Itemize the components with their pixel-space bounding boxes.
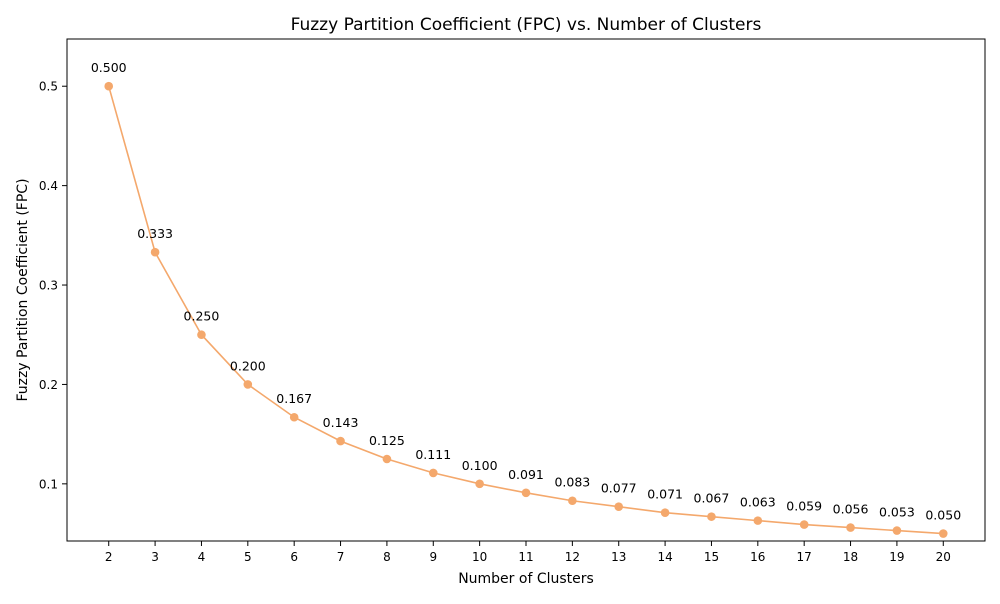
x-tick-label: 19 — [889, 550, 904, 564]
chart-title: Fuzzy Partition Coefficient (FPC) vs. Nu… — [291, 15, 762, 35]
data-point — [846, 523, 855, 532]
y-tick-label: 0.1 — [39, 477, 58, 491]
x-tick-label: 5 — [244, 550, 252, 564]
data-label: 0.091 — [508, 467, 544, 482]
y-tick-label: 0.2 — [39, 378, 58, 392]
x-tick-label: 15 — [704, 550, 719, 564]
x-tick-label: 2 — [105, 550, 113, 564]
x-tick-label: 13 — [611, 550, 626, 564]
data-label: 0.063 — [740, 495, 776, 510]
data-label: 0.059 — [786, 499, 822, 514]
data-point — [660, 508, 670, 517]
data-label: 0.500 — [91, 60, 127, 75]
x-tick-label: 14 — [657, 550, 672, 564]
data-label: 0.167 — [276, 391, 312, 406]
y-tick-label: 0.4 — [39, 179, 58, 193]
data-point — [614, 502, 624, 512]
data-point — [938, 529, 948, 538]
data-label: 0.100 — [462, 458, 498, 473]
x-axis-label: Number of Clusters — [458, 571, 594, 587]
data-point — [707, 512, 716, 521]
x-tick-label: 4 — [198, 550, 206, 564]
x-tick-label: 3 — [151, 550, 159, 564]
data-point — [243, 380, 253, 389]
data-point — [568, 496, 577, 506]
data-point — [289, 412, 299, 422]
data-label: 0.056 — [833, 502, 869, 517]
data-point — [197, 330, 206, 340]
data-point — [382, 454, 392, 464]
data-label: 0.111 — [415, 447, 451, 462]
data-label: 0.053 — [879, 505, 915, 520]
x-tick-label: 11 — [518, 550, 533, 564]
x-tick-label: 9 — [429, 550, 437, 564]
plot-area: 2 3 4 5 6 7 8 9 10 11 12 13 14 15 16 17 18 19 20 0.1 0.2 0.3 0… — [39, 60, 961, 564]
data-label: 0.125 — [369, 433, 405, 448]
y-tick-label: 0.3 — [39, 279, 58, 293]
axes-frame — [66, 38, 986, 542]
x-tick-label: 17 — [797, 550, 812, 564]
data-label: 0.333 — [137, 226, 173, 241]
data-label: 0.077 — [601, 481, 637, 496]
y-axis-label: Fuzzy Partition Coefficient (FPC) — [15, 178, 31, 401]
x-tick-label: 12 — [565, 550, 580, 564]
data-point — [521, 488, 531, 498]
data-point — [475, 479, 484, 489]
data-point — [753, 516, 763, 525]
data-point — [892, 526, 902, 535]
data-point — [428, 468, 438, 478]
y-tick-label: 0.5 — [39, 80, 58, 94]
data-label: 0.067 — [694, 491, 730, 506]
x-tick-label: 16 — [750, 550, 765, 564]
data-point — [104, 81, 114, 91]
x-tick-label: 18 — [843, 550, 858, 564]
x-tick-label: 6 — [290, 550, 298, 564]
x-tick-label: 7 — [337, 550, 345, 564]
x-tick-label: 8 — [383, 550, 391, 564]
data-label: 0.200 — [230, 358, 266, 373]
data-label: 0.050 — [925, 508, 961, 523]
data-point — [336, 436, 345, 446]
x-tick-label: 10 — [472, 550, 487, 564]
data-label: 0.250 — [184, 309, 220, 324]
x-tick-label: 20 — [936, 550, 951, 564]
data-label: 0.071 — [647, 487, 683, 502]
data-label: 0.143 — [323, 415, 359, 430]
data-point — [150, 247, 160, 257]
data-label: 0.083 — [554, 475, 590, 490]
data-point — [799, 520, 809, 529]
